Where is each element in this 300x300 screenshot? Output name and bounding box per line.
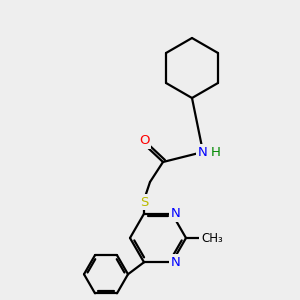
Text: S: S bbox=[140, 196, 148, 208]
Text: N: N bbox=[171, 207, 181, 220]
Text: H: H bbox=[211, 146, 221, 158]
Text: CH₃: CH₃ bbox=[201, 232, 223, 244]
Text: N: N bbox=[171, 256, 181, 269]
Text: O: O bbox=[139, 134, 149, 148]
Text: N: N bbox=[198, 146, 208, 158]
